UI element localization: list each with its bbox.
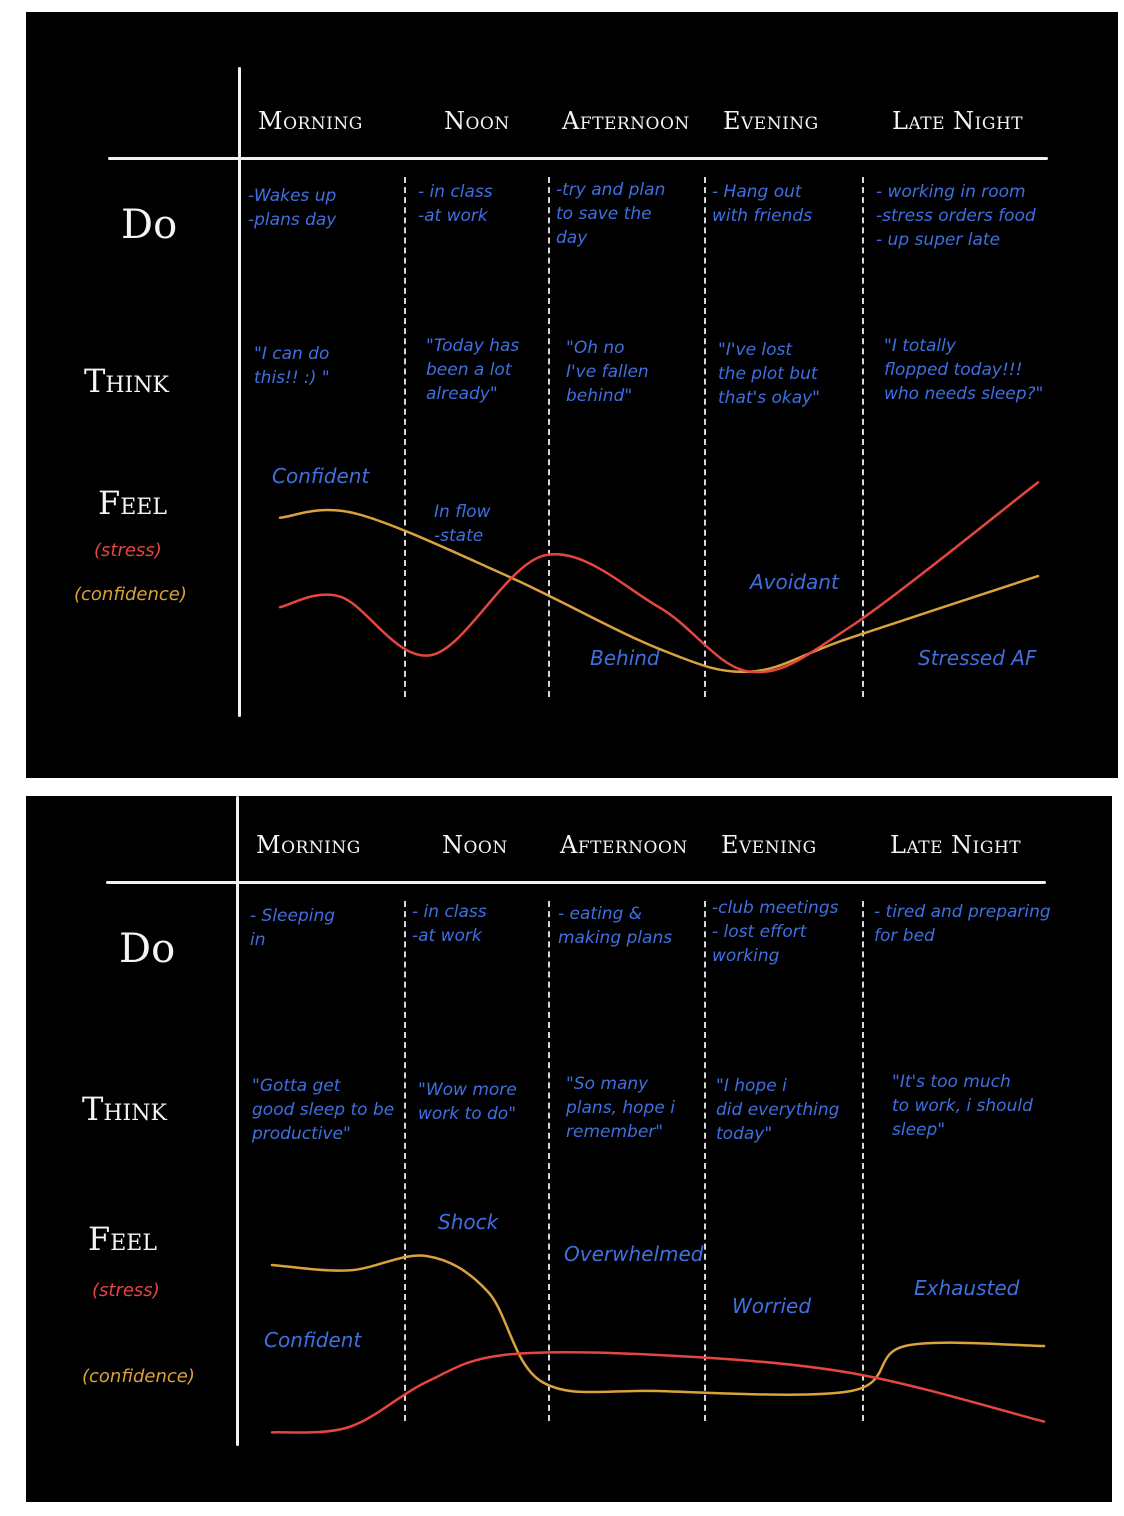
horizontal-header-line [106,881,1046,884]
column-divider [404,901,406,1421]
do-note: - working in room -stress orders food - … [876,182,1036,250]
column-divider [862,177,864,697]
legend-stress: (stress) [94,540,162,561]
row-feel: Feel [98,484,167,522]
think-note: "Gotta get good sleep to be productive" [252,1076,395,1144]
do-note: -try and plan to save the day [556,180,666,248]
do-note: - eating & making plans [558,904,673,948]
column-divider [704,901,706,1421]
feel-label: Behind [590,646,660,670]
do-note: - tired and preparing for bed [874,902,1051,946]
legend-stress: (stress) [92,1280,160,1301]
feel-label: Confident [264,1328,362,1352]
horizontal-header-line [108,157,1048,160]
column-afternoon: Afternoon [560,831,688,859]
column-divider [548,177,550,697]
think-note: "I've lost the plot but that's okay" [718,340,820,408]
stress-curve [270,1350,1046,1434]
think-note: "Wow more work to do" [418,1080,517,1124]
do-note: - Sleeping in [250,906,336,950]
feel-label: In flow -state [434,502,491,546]
feel-label: Confident [272,464,370,488]
think-note: "I totally flopped today!!! who needs sl… [884,336,1044,404]
think-note: "It's too much to work, i should sleep" [892,1072,1033,1140]
legend-confidence: (confidence) [74,584,187,605]
stress-curve [278,481,1040,674]
do-note: -club meetings - lost effort working [712,898,839,966]
confidence-curve [270,1254,1046,1396]
column-divider [548,901,550,1421]
vertical-axis-line [238,67,241,717]
column-afternoon: Afternoon [562,107,690,135]
column-evening: Evening [723,107,819,135]
journey-map-panel-2: Morning Noon Afternoon Evening Late Nigh… [26,796,1112,1502]
column-morning: Morning [256,831,361,859]
column-divider [862,901,864,1421]
column-morning: Morning [258,107,363,135]
vertical-axis-line [236,796,239,1446]
row-think: Think [84,362,169,400]
feel-curves [270,1254,1046,1434]
column-divider [704,177,706,697]
row-think: Think [82,1090,167,1128]
journey-map-panel-1: Morning Noon Afternoon Evening Late Nigh… [26,12,1118,778]
do-note: -Wakes up -plans day [248,186,337,230]
column-evening: Evening [721,831,817,859]
column-divider [404,177,406,697]
feel-label: Shock [438,1210,499,1234]
column-noon: Noon [444,107,510,135]
row-do: Do [121,202,178,248]
do-note: - in class -at work [412,902,487,946]
feel-label: Overwhelmed [564,1242,704,1266]
do-note: - Hang out with friends [712,182,813,226]
legend-confidence: (confidence) [82,1366,195,1387]
think-note: "I can do this!! :) " [254,344,330,388]
feel-label: Stressed AF [918,646,1037,670]
column-late-night: Late Night [892,107,1024,135]
column-noon: Noon [442,831,508,859]
think-note: "Oh no I've fallen behind" [566,338,649,406]
confidence-curve [278,508,1040,674]
think-note: "So many plans, hope i remember" [566,1074,675,1142]
feel-label: Avoidant [750,570,839,594]
feel-label: Exhausted [914,1276,1020,1300]
row-feel: Feel [88,1220,157,1258]
row-do: Do [119,926,176,972]
think-note: "I hope i did everything today" [716,1076,840,1144]
feel-curves [278,481,1040,674]
do-note: - in class -at work [418,182,493,226]
feel-label: Worried [732,1294,812,1318]
think-note: "Today has been a lot already" [426,336,520,404]
column-late-night: Late Night [890,831,1022,859]
